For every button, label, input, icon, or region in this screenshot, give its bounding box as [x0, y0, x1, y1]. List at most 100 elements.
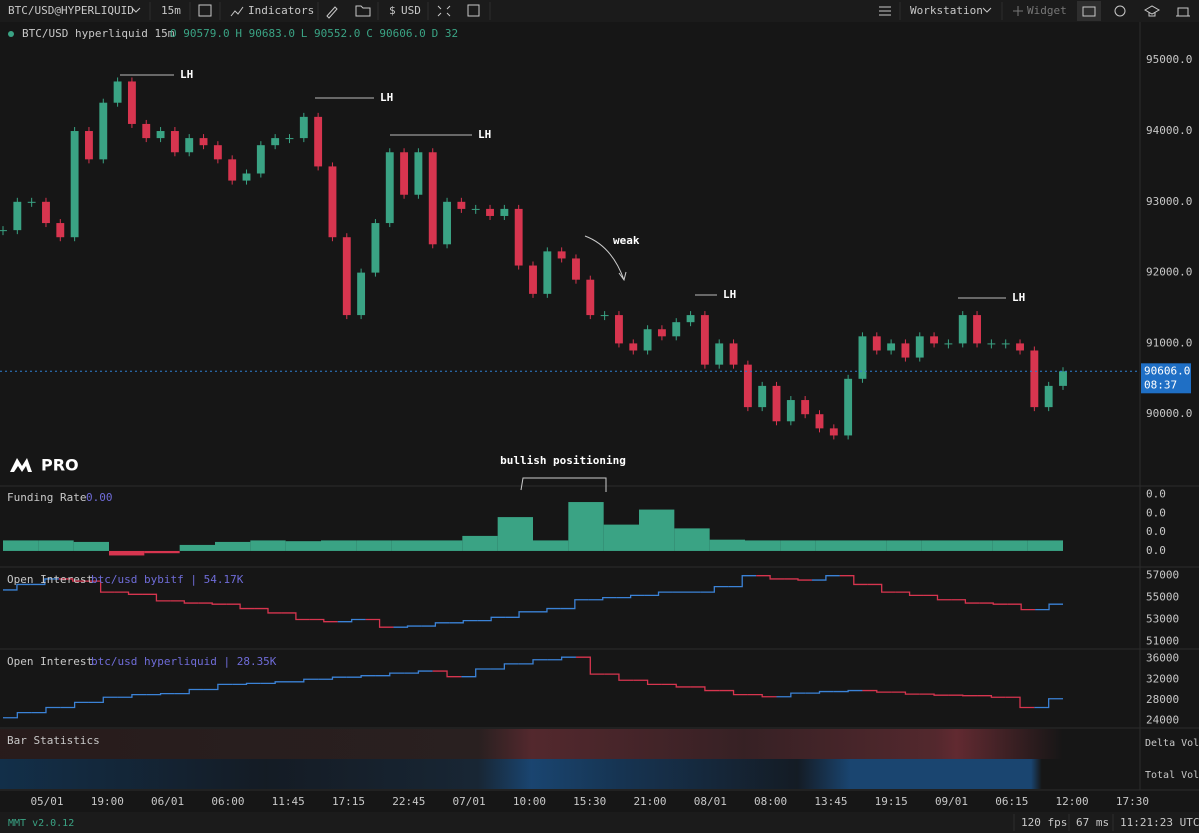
annotation: LH — [723, 288, 736, 301]
y-tick-label: 94000.0 — [1146, 124, 1192, 137]
chart-type-icon[interactable] — [198, 4, 212, 17]
interval-select[interactable]: 15m — [161, 4, 181, 17]
menu-icon[interactable] — [879, 6, 891, 16]
y-tick-label: 0.0 — [1146, 488, 1166, 501]
annotation-arrow — [584, 235, 627, 282]
candle — [672, 322, 681, 337]
y-tick-label: 95000.0 — [1146, 53, 1192, 66]
candle — [700, 315, 709, 365]
oi-line — [477, 616, 506, 622]
oi-line — [60, 701, 89, 709]
candle — [414, 152, 423, 195]
x-tick-label: 19:00 — [91, 795, 124, 808]
oi-line — [226, 603, 255, 610]
oi-line — [919, 693, 949, 696]
currency-select[interactable]: USD — [401, 4, 421, 17]
y-tick-label: 92000.0 — [1146, 266, 1192, 279]
x-tick-label: 17:30 — [1116, 795, 1149, 808]
candle — [686, 315, 695, 323]
candle — [529, 265, 537, 294]
candle — [887, 343, 896, 351]
candle — [944, 343, 953, 345]
candle — [471, 208, 480, 210]
symbol-select[interactable]: BTC/USD@HYPERLIQUID — [8, 4, 134, 17]
oi-line — [289, 678, 319, 683]
x-tick-label: 11:45 — [272, 795, 305, 808]
oi-line — [232, 682, 261, 686]
x-tick-label: 19:15 — [875, 795, 908, 808]
status-bar — [0, 812, 1199, 833]
oi-line — [174, 688, 204, 695]
toolbar — [0, 0, 1199, 22]
x-tick-label: 17:15 — [332, 795, 365, 808]
indicators-button[interactable]: Indicators — [248, 4, 314, 17]
candle — [858, 336, 867, 379]
funding-bar — [38, 540, 74, 551]
settings-icon[interactable] — [1114, 5, 1126, 17]
candle — [500, 208, 509, 216]
funding-bar — [674, 528, 710, 551]
learn-icon[interactable] — [1143, 5, 1161, 17]
x-tick-label: 10:00 — [513, 795, 546, 808]
oi-line — [719, 689, 748, 696]
oi-line — [633, 679, 662, 686]
candle — [572, 258, 580, 280]
oi-line — [449, 619, 478, 624]
y-tick-label: 28000 — [1146, 693, 1179, 706]
candle — [829, 428, 838, 436]
oi-line — [588, 596, 617, 601]
oi-line — [756, 575, 785, 580]
annotation: LH — [478, 128, 491, 141]
candle — [443, 201, 451, 245]
funding-bar — [1027, 540, 1063, 551]
panel-value: 0.00 — [86, 491, 113, 504]
widget-button[interactable]: Widget — [1027, 4, 1067, 17]
oi-line — [951, 599, 980, 604]
account-icon[interactable] — [1176, 7, 1190, 17]
candle — [314, 116, 323, 167]
x-tick-label: 06:15 — [995, 795, 1028, 808]
candle — [271, 138, 280, 146]
candle — [113, 81, 122, 103]
candle — [457, 201, 466, 209]
camera-button[interactable] — [1077, 1, 1101, 21]
x-tick-label: 08/01 — [694, 795, 727, 808]
oi-line — [575, 656, 605, 675]
oi-line — [1034, 698, 1063, 709]
oi-line — [461, 668, 491, 678]
candle — [385, 152, 394, 224]
candle — [543, 251, 552, 294]
candle — [901, 343, 910, 358]
oi-line — [805, 690, 834, 694]
folder-icon[interactable] — [355, 5, 371, 17]
oi-line — [117, 694, 147, 698]
oi-line — [518, 659, 548, 665]
candle — [958, 315, 967, 344]
candle — [758, 385, 767, 408]
dropdown-icon — [131, 7, 141, 13]
x-tick-label: 06/01 — [151, 795, 184, 808]
candle — [85, 131, 93, 160]
candle — [13, 201, 22, 231]
candle — [743, 364, 752, 408]
camera-icon — [1082, 6, 1096, 17]
y-tick-label: 0.0 — [1146, 525, 1166, 538]
legend-value: H 90683.0 — [235, 27, 295, 40]
fullscreen-icon[interactable] — [437, 5, 451, 17]
x-tick-label: 15:30 — [573, 795, 606, 808]
panel-subtitle: btc/usd hyperliquid | 28.35K — [91, 655, 277, 668]
x-tick-label: 08:00 — [754, 795, 787, 808]
funding-bar — [851, 540, 887, 551]
oi-line — [31, 706, 61, 714]
candle — [586, 279, 595, 316]
workspace-select[interactable]: Workstation — [910, 4, 983, 17]
oi-line — [833, 689, 863, 693]
oi-line — [337, 618, 366, 623]
legend-value: L 90552.0 — [301, 27, 361, 40]
save-icon[interactable] — [467, 4, 480, 17]
draw-icon[interactable] — [326, 6, 338, 19]
oi-line — [254, 607, 282, 614]
candle — [1001, 343, 1010, 345]
